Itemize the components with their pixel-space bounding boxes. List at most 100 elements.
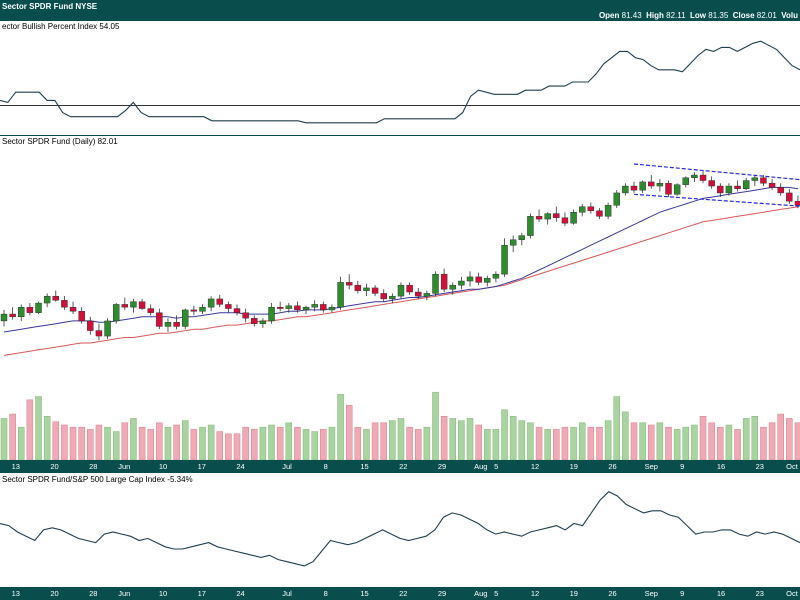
volume-bar	[553, 429, 560, 460]
x-tick-label: 24	[236, 462, 245, 471]
candle-body	[182, 309, 189, 327]
candle-body	[302, 306, 310, 311]
candle-body	[622, 185, 629, 194]
volume-bar	[138, 426, 146, 460]
volume-bar	[61, 424, 68, 460]
candle-body	[492, 273, 500, 279]
candle-body	[251, 317, 258, 324]
volume-bar	[570, 426, 577, 460]
candle-body	[225, 304, 232, 309]
price-panel	[0, 163, 800, 460]
volume-bar	[328, 426, 336, 460]
candle-body	[121, 304, 129, 308]
x-tick-label: 26	[608, 589, 617, 598]
volume-bar	[181, 420, 189, 460]
candle-body	[682, 177, 689, 185]
candle-body	[380, 293, 387, 300]
candle-body	[699, 174, 707, 181]
candle-body	[639, 181, 646, 191]
volume-bar	[43, 416, 51, 460]
volume-bar	[699, 416, 707, 460]
candle-body	[613, 192, 620, 206]
candle-body	[9, 313, 16, 318]
candle-body	[751, 177, 759, 181]
x-tick-label: Oct	[786, 462, 798, 471]
candle-body	[742, 180, 750, 189]
x-tick-label: 19	[569, 462, 578, 471]
candle-body	[708, 180, 715, 187]
volume-bar	[742, 418, 750, 460]
volume-label: Volu	[781, 11, 798, 20]
candle-body	[466, 276, 474, 282]
x-tick-label: Jul	[282, 589, 292, 598]
volume-bar	[544, 429, 551, 460]
bpi-panel-label: ector Bullish Percent Index 54.05	[2, 22, 120, 31]
volume-bar	[302, 429, 310, 460]
candle-body	[475, 276, 482, 283]
volume-bar	[423, 426, 431, 460]
volume-bar	[535, 426, 543, 460]
volume-bar	[440, 416, 448, 460]
volume-bar	[691, 424, 698, 460]
candle-body	[259, 320, 267, 324]
candle-body	[268, 306, 275, 322]
volume-bar	[69, 426, 77, 460]
low-label: Low	[690, 11, 707, 20]
candle-body	[294, 305, 301, 311]
volume-bar	[475, 424, 482, 460]
candle-body	[604, 205, 612, 217]
x-tick-label: Jul	[282, 462, 292, 471]
bullish-percent-panel	[0, 40, 800, 124]
volume-bar	[786, 418, 793, 460]
volume-bar	[216, 431, 223, 460]
x-tick-label: Aug	[474, 589, 488, 598]
candle-body	[458, 280, 465, 286]
volume-bar	[432, 391, 439, 460]
volume-bar	[320, 429, 327, 460]
open-label: Open	[598, 11, 620, 20]
volume-bar	[207, 424, 215, 460]
candle-body	[242, 312, 249, 319]
price-panel-label: Sector SPDR Fund (Daily) 82.01	[2, 137, 118, 146]
volume-bar	[87, 429, 94, 460]
candle-body	[216, 298, 223, 305]
candle-body	[579, 206, 586, 213]
candle-body	[440, 273, 448, 290]
candle-body	[363, 287, 370, 291]
volume-bar	[768, 422, 776, 460]
volume-bar	[751, 416, 759, 460]
candle-body	[734, 185, 741, 189]
x-tick-label: 26	[608, 462, 617, 471]
candle-body	[544, 213, 551, 220]
x-tick-label: 16	[716, 589, 726, 598]
candle-body	[35, 302, 42, 313]
candle-body	[553, 213, 560, 218]
x-tick-label: 13	[11, 589, 20, 598]
x-tick-label: 9	[680, 589, 685, 598]
candle-body	[156, 312, 163, 327]
x-tick-label: 12	[530, 462, 540, 471]
volume-bar	[337, 394, 344, 460]
volume-bar	[578, 422, 586, 460]
volume-bar	[414, 429, 422, 460]
volume-bar	[682, 426, 690, 460]
candle-body	[725, 185, 733, 194]
low-value: 81.35	[708, 11, 729, 20]
volume-bar	[104, 426, 111, 460]
candle-body	[648, 181, 655, 187]
volume-bar	[717, 426, 724, 460]
candle-body	[673, 184, 681, 195]
open-value: 81.43	[621, 11, 642, 20]
candle-body	[328, 306, 336, 311]
x-tick-label: 17	[197, 589, 206, 598]
candle-body	[173, 322, 180, 327]
candle-body	[587, 206, 595, 212]
volume-bar	[112, 431, 120, 460]
x-tick-label: Jun	[118, 589, 131, 598]
volume-bar	[501, 409, 508, 460]
volume-bar	[518, 420, 526, 460]
x-tick-label: 15	[360, 589, 369, 598]
candle-body	[527, 216, 534, 236]
chart-header: Sector SPDR Fund NYSE Open 81.43 High 82…	[0, 0, 800, 21]
volume-bar	[734, 429, 741, 460]
